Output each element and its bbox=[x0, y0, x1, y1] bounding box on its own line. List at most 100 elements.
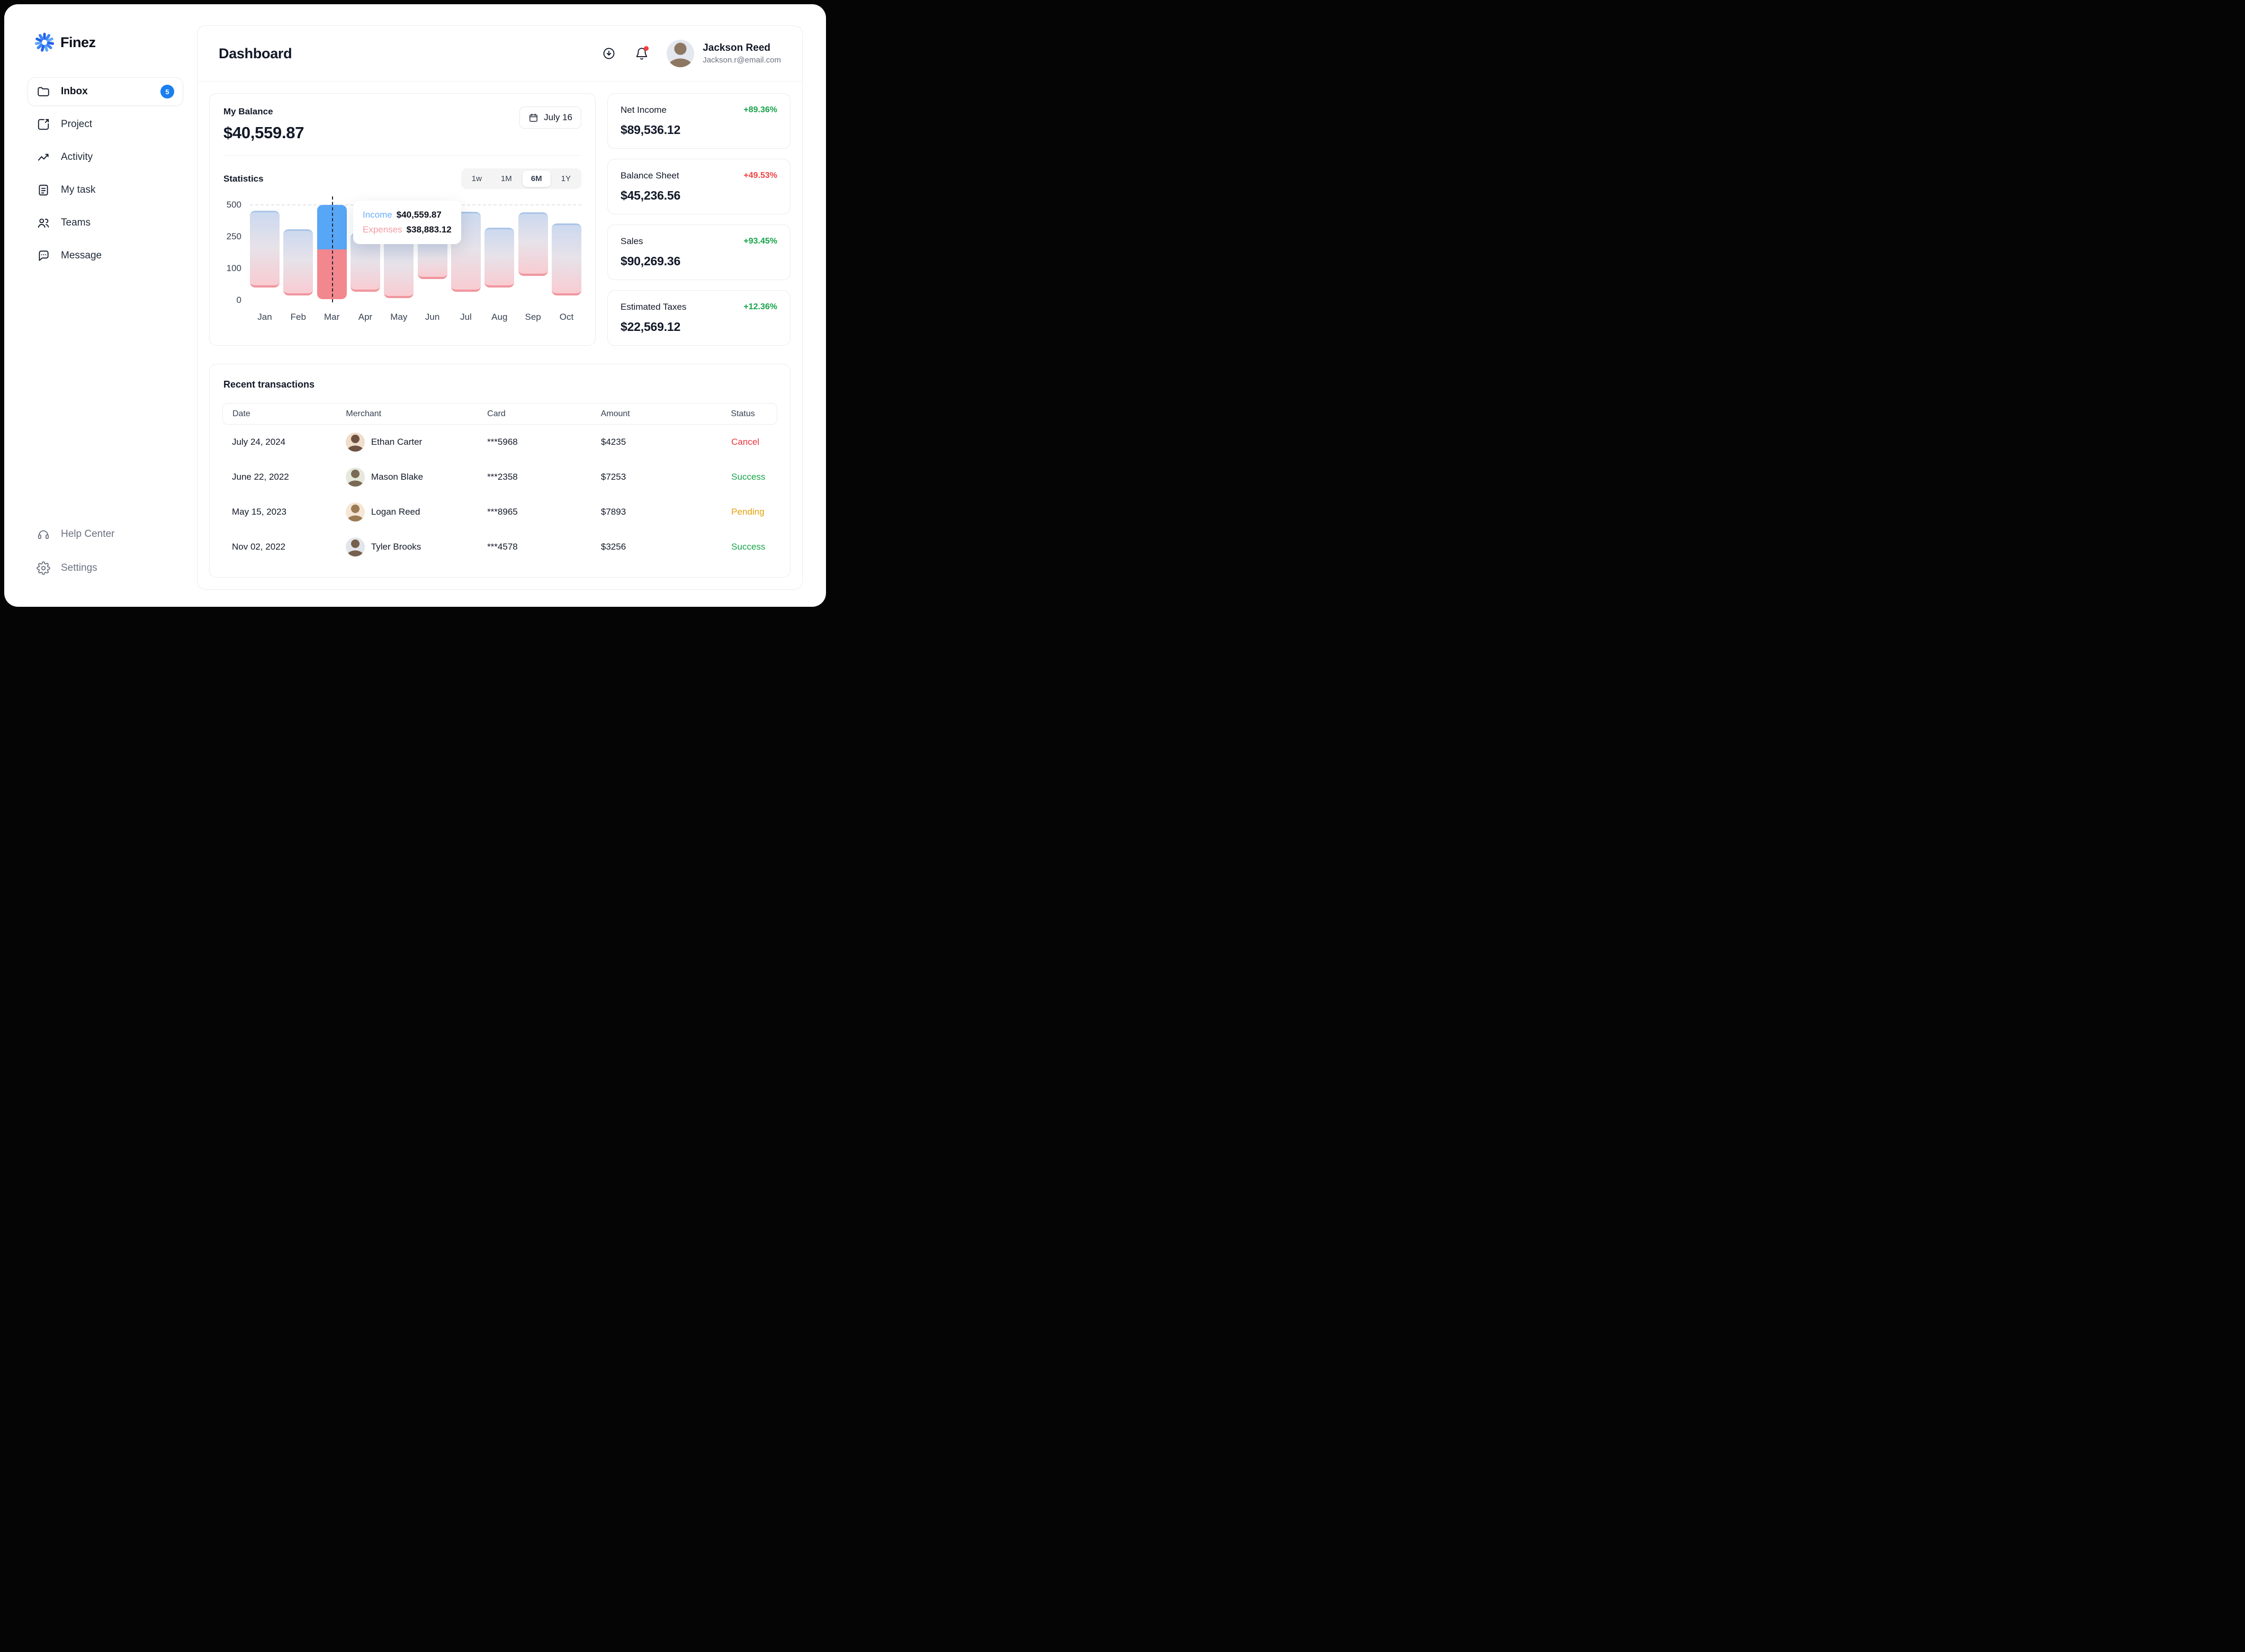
x-axis-label-mar: Mar bbox=[324, 312, 340, 322]
tooltip-income-value: $40,559.87 bbox=[396, 210, 442, 220]
range-button-1m[interactable]: 1M bbox=[492, 170, 520, 187]
sidebar-item-help-center[interactable]: Help Center bbox=[28, 520, 183, 549]
y-tick-label: 100 bbox=[226, 263, 241, 273]
header-actions: Jackson Reed Jackson.r@email.com bbox=[598, 40, 781, 67]
app-name: Finez bbox=[60, 34, 96, 50]
sidebar-item-label: Inbox bbox=[61, 86, 88, 97]
inbox-count-badge: 5 bbox=[160, 85, 174, 98]
stat-card-percent: +12.36% bbox=[743, 302, 777, 311]
date-picker-label: July 16 bbox=[544, 112, 572, 122]
download-button[interactable] bbox=[598, 42, 620, 65]
x-axis-label-may: May bbox=[390, 312, 408, 322]
range-button-1w[interactable]: 1w bbox=[463, 170, 490, 187]
sidebar-item-teams[interactable]: Teams bbox=[28, 209, 183, 237]
stat-card-sales: Sales +93.45% $90,269.36 bbox=[607, 225, 791, 280]
stats-column: Net Income +89.36% $89,536.12 Balance Sheet… bbox=[607, 93, 791, 346]
x-axis-label-oct: Oct bbox=[559, 312, 574, 322]
x-axis-label-sep: Sep bbox=[525, 312, 541, 322]
transaction-card: ***8965 bbox=[487, 507, 518, 517]
sidebar-item-settings[interactable]: Settings bbox=[28, 554, 183, 582]
column-header-merchant: Merchant bbox=[346, 409, 382, 418]
chart-bar-jan[interactable] bbox=[250, 210, 280, 288]
merchant-avatar bbox=[345, 433, 365, 452]
sidebar-item-my-task[interactable]: My task bbox=[28, 176, 183, 204]
sidebar-item-activity[interactable]: Activity bbox=[28, 143, 183, 172]
stat-card-title: Estimated Taxes bbox=[621, 302, 687, 312]
sidebar-item-project[interactable]: Project bbox=[28, 110, 183, 139]
transaction-row[interactable]: Nov 02, 2022 Tyler Brooks ***4578 $3256 Succ… bbox=[222, 529, 777, 564]
transaction-card: ***4578 bbox=[487, 542, 518, 552]
transaction-card: ***5968 bbox=[487, 437, 518, 447]
sidebar-item-label: My task bbox=[61, 184, 96, 195]
bar-slot-oct bbox=[551, 205, 581, 300]
merchant-name: Tyler Brooks bbox=[371, 542, 421, 552]
y-tick-label: 250 bbox=[226, 231, 241, 241]
bar-slot-feb bbox=[283, 205, 313, 300]
date-picker-button[interactable]: July 16 bbox=[519, 106, 581, 129]
stat-card-percent: +89.36% bbox=[743, 105, 777, 114]
transaction-row[interactable]: June 22, 2022 Mason Blake ***2358 $7253 Succ… bbox=[222, 460, 777, 495]
range-button-6m[interactable]: 6M bbox=[522, 170, 551, 187]
range-button-1y[interactable]: 1Y bbox=[553, 170, 579, 187]
transaction-row[interactable]: May 15, 2023 Logan Reed ***8965 $7893 Pendin… bbox=[222, 495, 777, 529]
x-axis-label-aug: Aug bbox=[491, 312, 508, 322]
transactions-body: July 24, 2024 Ethan Carter ***5968 $4235 Can… bbox=[222, 425, 777, 564]
sidebar-item-inbox[interactable]: Inbox 5 bbox=[28, 77, 183, 106]
transaction-status: Success bbox=[731, 542, 766, 552]
bar-slot-jan bbox=[250, 205, 280, 300]
notification-dot bbox=[644, 46, 649, 51]
transactions-title: Recent transactions bbox=[223, 379, 315, 390]
chart-bar-jun[interactable] bbox=[417, 239, 447, 279]
x-axis-label-jun: Jun bbox=[425, 312, 440, 322]
notifications-button[interactable] bbox=[631, 42, 653, 65]
chart-bar-aug[interactable] bbox=[484, 228, 515, 288]
stat-card-amount: $90,269.36 bbox=[621, 254, 681, 268]
sidebar-item-label: Teams bbox=[61, 217, 91, 228]
transaction-date: June 22, 2022 bbox=[232, 472, 289, 482]
sidebar: Finez Inbox 5 Project Activity My task Teams M… bbox=[4, 4, 197, 607]
transaction-amount: $7253 bbox=[600, 472, 626, 482]
transaction-merchant: Logan Reed bbox=[336, 502, 478, 522]
folder-icon bbox=[37, 85, 50, 98]
column-header-date: Date bbox=[232, 409, 250, 418]
balance-amount: $40,559.87 bbox=[223, 123, 304, 142]
activity-icon bbox=[37, 150, 50, 164]
balance-label: My Balance bbox=[223, 106, 273, 116]
x-axis-label-jul: Jul bbox=[460, 312, 472, 322]
starburst-logo-icon bbox=[34, 32, 55, 53]
sidebar-item-label: Message bbox=[61, 250, 102, 261]
task-icon bbox=[37, 183, 50, 197]
project-icon bbox=[37, 118, 50, 131]
chart-bar-may[interactable] bbox=[384, 235, 414, 298]
main-panel: Dashboard Jackson Reed Jackson.r@email.c… bbox=[197, 25, 803, 590]
sidebar-nav: Inbox 5 Project Activity My task Teams Message bbox=[28, 77, 183, 270]
sidebar-item-message[interactable]: Message bbox=[28, 241, 183, 270]
stat-card-net-income: Net Income +89.36% $89,536.12 bbox=[607, 93, 791, 149]
top-row: My Balance $40,559.87 July 16 Statistics… bbox=[209, 93, 791, 346]
merchant-name: Logan Reed bbox=[371, 507, 420, 517]
chart-tooltip: Income $40,559.87 Expenses $38,883.12 bbox=[353, 201, 461, 244]
stat-card-percent: +93.45% bbox=[743, 237, 777, 246]
dashboard-content: My Balance $40,559.87 July 16 Statistics… bbox=[197, 82, 802, 589]
stat-card-amount: $22,569.12 bbox=[621, 320, 681, 334]
download-icon bbox=[602, 47, 616, 60]
main-header: Dashboard Jackson Reed Jackson.r@email.c… bbox=[197, 26, 802, 82]
chart-bar-oct[interactable] bbox=[551, 223, 581, 295]
transaction-row[interactable]: July 24, 2024 Ethan Carter ***5968 $4235 Can… bbox=[222, 425, 777, 460]
user-menu[interactable]: Jackson Reed Jackson.r@email.com bbox=[667, 40, 781, 67]
chart-bar-feb[interactable] bbox=[283, 229, 313, 295]
chart-months: Jan Feb Mar Apr May Jun Jul Aug Sep Oct bbox=[250, 312, 581, 322]
statistics-label: Statistics bbox=[223, 173, 264, 184]
user-name: Jackson Reed bbox=[703, 42, 771, 53]
chart-bar-sep[interactable] bbox=[518, 212, 548, 276]
teams-icon bbox=[37, 216, 50, 230]
chart-y-axis: 0 100 250 500 bbox=[223, 200, 243, 305]
sidebar-item-label: Project bbox=[61, 119, 93, 130]
transaction-merchant: Tyler Brooks bbox=[336, 537, 478, 556]
page-title: Dashboard bbox=[219, 45, 292, 61]
sidebar-item-label: Help Center bbox=[61, 528, 115, 540]
column-header-card: Card bbox=[487, 409, 506, 418]
transaction-status: Cancel bbox=[731, 437, 760, 447]
recent-transactions-card: Recent transactions Date Merchant Card Amou… bbox=[209, 364, 791, 578]
tooltip-expenses-value: $38,883.12 bbox=[406, 225, 452, 235]
